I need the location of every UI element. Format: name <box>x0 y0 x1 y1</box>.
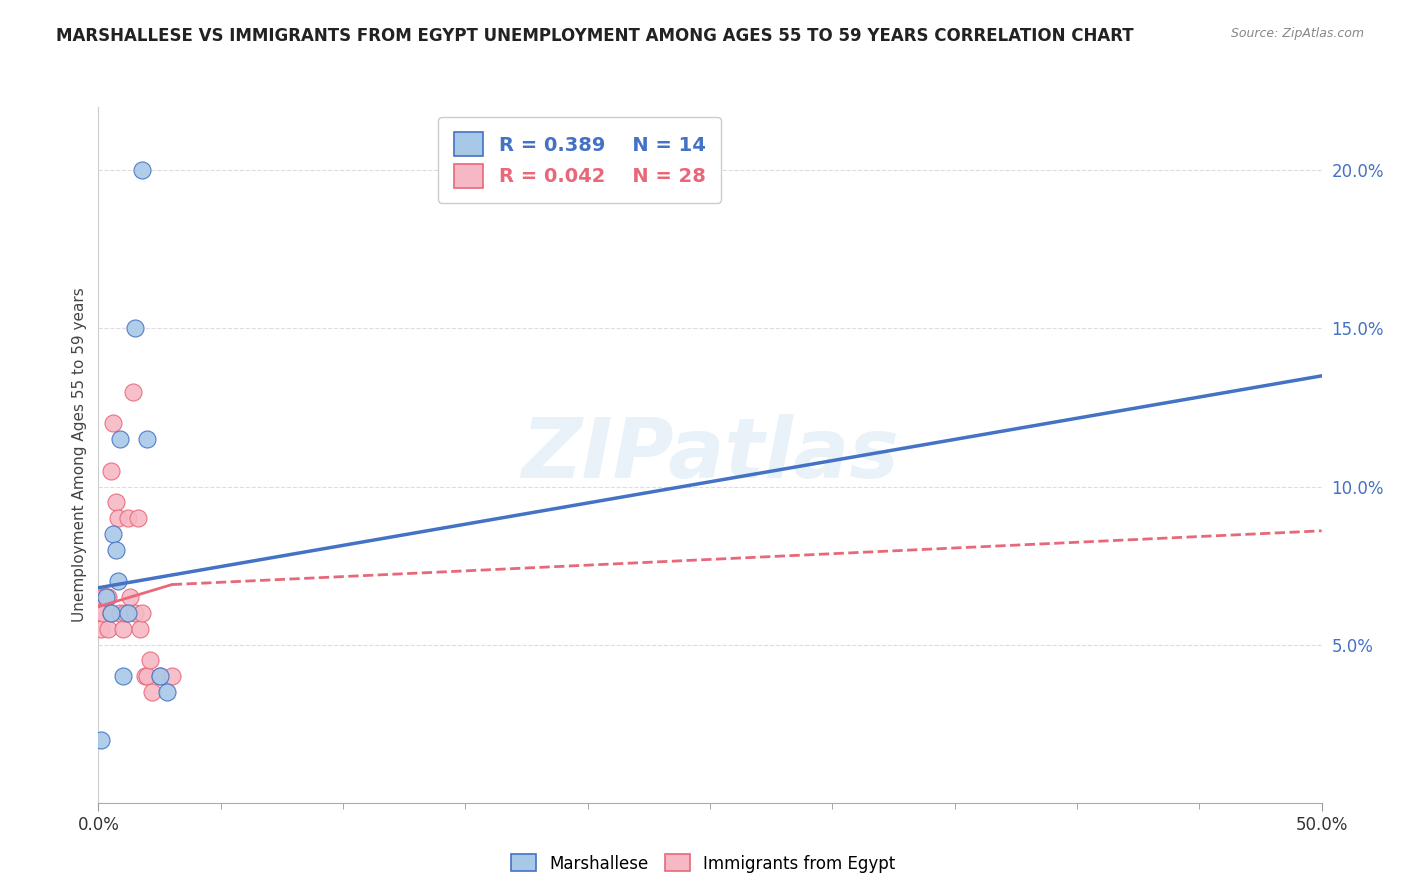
Point <box>149 669 172 683</box>
Point <box>100 606 122 620</box>
Point <box>111 622 134 636</box>
Point <box>110 606 132 620</box>
Point <box>139 653 162 667</box>
Point <box>104 495 127 509</box>
Point <box>107 511 129 525</box>
Point <box>129 622 152 636</box>
Point <box>94 591 117 605</box>
Point <box>91 606 114 620</box>
Point <box>114 606 136 620</box>
Point <box>124 321 146 335</box>
Point <box>104 542 127 557</box>
Text: ZIPatlas: ZIPatlas <box>522 415 898 495</box>
Point <box>101 527 124 541</box>
Point <box>120 591 142 605</box>
Point <box>131 606 153 620</box>
Text: Source: ZipAtlas.com: Source: ZipAtlas.com <box>1230 27 1364 40</box>
Point <box>107 574 129 589</box>
Point <box>100 464 122 478</box>
Point <box>149 669 172 683</box>
Point <box>101 417 124 431</box>
Point <box>90 732 112 747</box>
Point <box>97 622 120 636</box>
Point <box>111 669 134 683</box>
Legend: Marshallese, Immigrants from Egypt: Marshallese, Immigrants from Egypt <box>503 847 903 880</box>
Point <box>136 669 159 683</box>
Point <box>124 606 146 620</box>
Point <box>121 384 143 399</box>
Point <box>90 606 112 620</box>
Text: MARSHALLESE VS IMMIGRANTS FROM EGYPT UNEMPLOYMENT AMONG AGES 55 TO 59 YEARS CORR: MARSHALLESE VS IMMIGRANTS FROM EGYPT UNE… <box>56 27 1133 45</box>
Point <box>156 685 179 699</box>
Point <box>141 685 163 699</box>
Point <box>136 432 159 446</box>
Point <box>100 606 122 620</box>
Y-axis label: Unemployment Among Ages 55 to 59 years: Unemployment Among Ages 55 to 59 years <box>72 287 87 623</box>
Point <box>127 511 149 525</box>
Point <box>131 163 153 178</box>
Point <box>117 511 139 525</box>
Point <box>117 606 139 620</box>
Point <box>90 622 112 636</box>
Point <box>97 591 120 605</box>
Point <box>94 591 117 605</box>
Point <box>110 432 132 446</box>
Legend: R = 0.389    N = 14, R = 0.042    N = 28: R = 0.389 N = 14, R = 0.042 N = 28 <box>439 117 721 203</box>
Point <box>134 669 156 683</box>
Point <box>160 669 183 683</box>
Point <box>91 591 114 605</box>
